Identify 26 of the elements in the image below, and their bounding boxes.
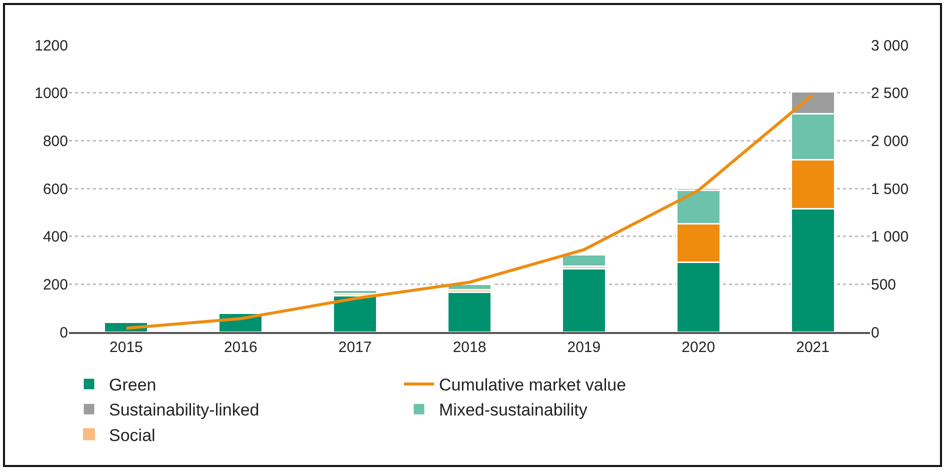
- y2-tick-label: 1 000: [871, 228, 909, 246]
- y2-tick-label: 2 000: [871, 132, 909, 150]
- y-tick-label: 800: [42, 132, 68, 150]
- x-tick-label: 2015: [110, 339, 143, 356]
- x-tick-label: 2018: [452, 339, 486, 356]
- x-tick-label: 2020: [682, 339, 716, 356]
- y2-tick-label: 2 500: [871, 85, 909, 102]
- x-tick-label: 2019: [567, 339, 601, 356]
- y-tick-label: 1000: [34, 85, 68, 102]
- x-tick-label: 2021: [796, 339, 830, 356]
- x-tick-label: 2016: [224, 339, 258, 356]
- y2-tick-label: 3 000: [871, 37, 909, 54]
- y-tick-label: 200: [42, 276, 68, 294]
- legend-label: Social: [109, 426, 156, 445]
- legend-label: Sustainability-linked: [109, 400, 260, 420]
- legend-label: Mixed-sustainability: [439, 400, 588, 420]
- x-tick-label: 2017: [338, 339, 372, 356]
- y2-tick-label: 1 500: [871, 180, 909, 198]
- y-tick-label: 600: [42, 180, 68, 198]
- legend-label: Green: [109, 376, 156, 395]
- y2-tick-label: 500: [871, 276, 896, 294]
- y-tick-label: 400: [42, 228, 68, 246]
- y2-tick-label: 0: [871, 324, 880, 342]
- y-tick-label: 0: [60, 324, 68, 342]
- y-tick-label: 1200: [34, 37, 68, 54]
- legend-label: Cumulative market value: [439, 376, 626, 395]
